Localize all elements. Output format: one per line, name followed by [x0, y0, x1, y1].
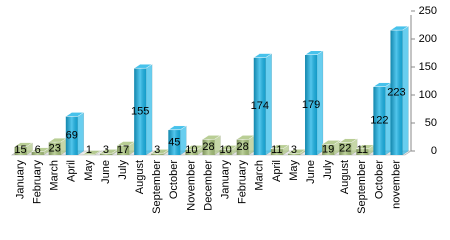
x-tick-label: May: [288, 160, 300, 181]
x-tick-label: May: [83, 160, 95, 181]
bar-shade: [236, 139, 249, 155]
x-tick-label: March: [254, 160, 266, 191]
bar-top: [133, 63, 153, 69]
x-tick-label: November: [185, 160, 197, 211]
value-label: 155: [131, 106, 149, 118]
value-label: 15: [14, 144, 26, 156]
bar-shade: [305, 54, 318, 156]
bar-top: [64, 112, 85, 117]
bar-top: [167, 125, 188, 131]
y-tick-label: 250: [419, 5, 437, 17]
value-label: 10: [219, 144, 231, 156]
value-label: 22: [339, 143, 351, 155]
x-tick-label: September: [356, 160, 368, 214]
x-tick-label: January: [14, 160, 26, 200]
x-tick-label: June: [305, 160, 317, 184]
bar-top: [13, 142, 34, 147]
bar-top: [252, 53, 273, 58]
bar-shade: [168, 129, 181, 155]
y-tick-label: 50: [425, 117, 437, 129]
value-label: 10: [185, 144, 197, 156]
bar-shade: [356, 148, 369, 155]
bar-shade: [48, 142, 61, 155]
bar-shade: [322, 144, 335, 155]
value-label: 69: [66, 130, 78, 142]
bar-top: [304, 50, 324, 56]
bar-shade: [219, 149, 232, 155]
x-tick-label: December: [202, 160, 214, 211]
bar-top: [338, 138, 359, 143]
y-tick-label: 200: [419, 33, 437, 45]
x-tick-label: March: [49, 160, 61, 191]
bar-shade: [390, 30, 403, 155]
value-label: 179: [302, 99, 320, 111]
bar-top: [201, 135, 222, 140]
x-tick-label: October: [373, 160, 385, 199]
bar-shade: [270, 148, 283, 155]
y-tick-label: 0: [431, 145, 437, 157]
value-label: 174: [251, 100, 269, 112]
chart: 0 50 100 150 200 250 15 January 6 February 23 March…: [11, 5, 437, 214]
bar-shade: [65, 116, 78, 155]
bar-shade: [31, 151, 44, 155]
value-label: 11: [271, 144, 282, 156]
bar-shade: [373, 86, 386, 155]
x-tick-label: September: [151, 160, 163, 214]
bar-shade: [253, 57, 266, 156]
value-label: 28: [237, 141, 249, 153]
value-label: 122: [370, 115, 388, 127]
value-label: 3: [291, 144, 297, 156]
bar-top: [270, 144, 290, 150]
x-tick-label: October: [168, 160, 180, 199]
value-label: 17: [117, 144, 129, 156]
value-label: 223: [387, 86, 405, 98]
x-tick-label: January: [219, 160, 231, 200]
x-tick-label: June: [100, 160, 112, 184]
bar-shade: [14, 146, 27, 155]
bar-shade: [287, 153, 300, 155]
bar-top: [389, 25, 410, 31]
bar-shade: [82, 154, 95, 155]
bar-shade: [117, 145, 130, 155]
value-label: 11: [357, 144, 368, 156]
y-tick-label: 100: [419, 89, 437, 101]
bar-side: [77, 111, 85, 156]
bar-shade: [134, 68, 147, 155]
bar-shade: [339, 142, 352, 155]
x-tick-label: July: [322, 160, 334, 180]
bar-shade: [202, 139, 215, 155]
value-label: 3: [154, 144, 160, 156]
bar-shade: [151, 153, 164, 155]
value-label: 28: [202, 141, 214, 153]
x-tick-label: April: [66, 160, 78, 182]
x-tick-label: August: [339, 160, 351, 194]
bar-top: [82, 150, 102, 155]
bar-shade: [99, 153, 112, 155]
value-label: 19: [322, 144, 334, 156]
x-tick-label: november: [390, 160, 402, 209]
x-tick-label: July: [117, 160, 129, 180]
x-tick-label: February: [32, 160, 44, 205]
value-label: 23: [49, 142, 61, 154]
x-tick-label: April: [271, 160, 283, 182]
x-tick-label: February: [237, 160, 249, 205]
bar-shade: [185, 149, 198, 155]
bar-top: [321, 140, 341, 145]
value-label: 3: [103, 144, 109, 156]
x-tick-label: August: [134, 160, 146, 194]
value-label: 6: [35, 144, 41, 156]
y-tick-label: 150: [419, 61, 437, 73]
value-label: 45: [168, 136, 180, 148]
value-label: 1: [86, 144, 92, 156]
